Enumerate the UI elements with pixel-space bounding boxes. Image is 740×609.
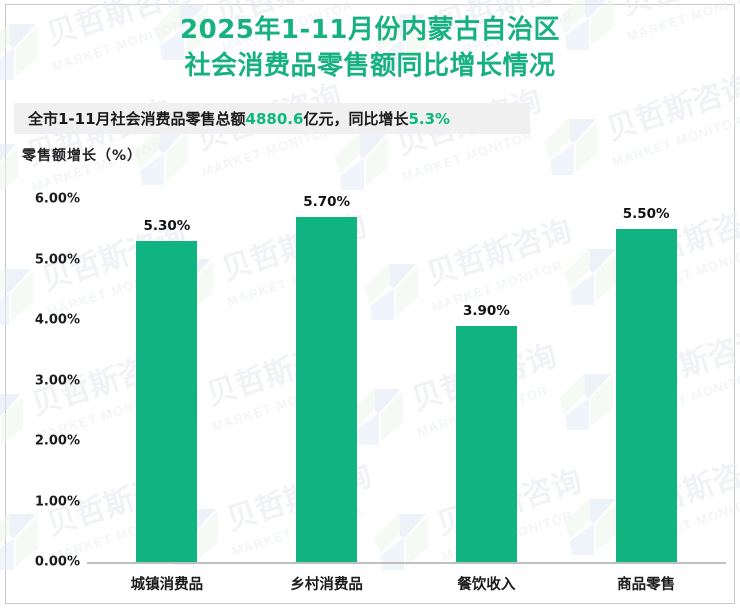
- subtitle-middle: 亿元，同比增长: [303, 110, 409, 128]
- x-axis-category-label: 乡村消费品: [290, 577, 363, 593]
- bar-group: 3.90%: [455, 0, 517, 609]
- bar[interactable]: [615, 229, 677, 562]
- y-axis-tick-label: 6.00%: [34, 191, 80, 207]
- y-axis-tick-label: 3.00%: [34, 373, 80, 388]
- y-axis-tick-label: 4.00%: [34, 312, 80, 328]
- title-line-1: 2025年1-11月份内蒙古自治区: [180, 15, 560, 45]
- bar-value-label: 5.50%: [622, 206, 670, 223]
- y-axis-tick-label: 5.00%: [34, 252, 80, 267]
- bars-layer: 5.30% 城镇消费品 5.70% 乡村消费品 3.90% 餐饮收入 5.50% 商品零售: [87, 0, 726, 609]
- bar-group: 5.50%: [615, 0, 677, 609]
- bar-value-label: 5.30%: [143, 218, 191, 235]
- bar-group: 5.30%: [136, 0, 198, 609]
- title-line-2: 社会消费品零售额同比增长情况: [184, 51, 556, 81]
- bar[interactable]: [296, 217, 358, 562]
- y-axis-tick-label: 0.00%: [34, 554, 80, 570]
- bar-value-label: 3.90%: [462, 303, 510, 320]
- subtitle-band: 全市1-11月社会消费品零售总额4880.6亿元，同比增长5.3%: [14, 103, 530, 134]
- subtitle-total-value: 4880.6: [245, 110, 304, 128]
- x-axis-category-label: 城镇消费品: [130, 577, 204, 593]
- subtitle-growth-value: 5.3%: [408, 110, 451, 128]
- y-axis-tick-label: 2.00%: [34, 433, 80, 449]
- bar-group: 5.70%: [296, 0, 358, 609]
- bar-value-label: 5.70%: [303, 194, 351, 211]
- page-title: 2025年1-11月份内蒙古自治区 社会消费品零售额同比增长情况: [6, 12, 734, 84]
- y-axis-tick-label: 1.00%: [34, 494, 80, 509]
- subtitle-text: 全市1-11月社会消费品零售总额4880.6亿元，同比增长5.3%: [14, 108, 450, 129]
- x-axis-category-label: 餐饮收入: [457, 577, 516, 593]
- y-axis-caption: 零售额增长（%）: [22, 148, 143, 164]
- bar[interactable]: [455, 326, 517, 562]
- y-axis-ticks: 0.00% 1.00% 2.00% 3.00% 4.00% 5.00% 6.00%: [8, 0, 80, 609]
- x-axis-category-label: 商品零售: [617, 577, 676, 593]
- subtitle-prefix: 全市1-11月社会消费品零售总额: [28, 110, 246, 128]
- bar[interactable]: [136, 241, 198, 562]
